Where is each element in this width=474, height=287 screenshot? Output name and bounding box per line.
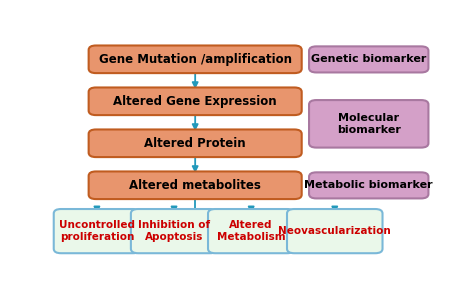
FancyBboxPatch shape <box>89 171 301 199</box>
FancyBboxPatch shape <box>54 209 140 253</box>
FancyBboxPatch shape <box>309 100 428 148</box>
Text: Altered metabolites: Altered metabolites <box>129 179 261 192</box>
Text: Altered Protein: Altered Protein <box>145 137 246 150</box>
FancyBboxPatch shape <box>89 88 301 115</box>
Text: Neovascularization: Neovascularization <box>278 226 391 236</box>
FancyBboxPatch shape <box>309 46 428 72</box>
Text: Metabolic biomarker: Metabolic biomarker <box>304 180 433 190</box>
Text: Molecular
biomarker: Molecular biomarker <box>337 113 401 135</box>
Text: Altered
Metabolism: Altered Metabolism <box>217 220 285 242</box>
FancyBboxPatch shape <box>309 172 428 198</box>
FancyBboxPatch shape <box>89 129 301 157</box>
Text: Uncontrolled
proliferation: Uncontrolled proliferation <box>59 220 135 242</box>
FancyBboxPatch shape <box>287 209 383 253</box>
FancyBboxPatch shape <box>208 209 294 253</box>
Text: Genetic biomarker: Genetic biomarker <box>311 55 427 64</box>
FancyBboxPatch shape <box>89 46 301 73</box>
FancyBboxPatch shape <box>131 209 217 253</box>
Text: Altered Gene Expression: Altered Gene Expression <box>113 95 277 108</box>
Text: Inhibition of
Apoptosis: Inhibition of Apoptosis <box>138 220 210 242</box>
Text: Gene Mutation /amplification: Gene Mutation /amplification <box>99 53 292 66</box>
